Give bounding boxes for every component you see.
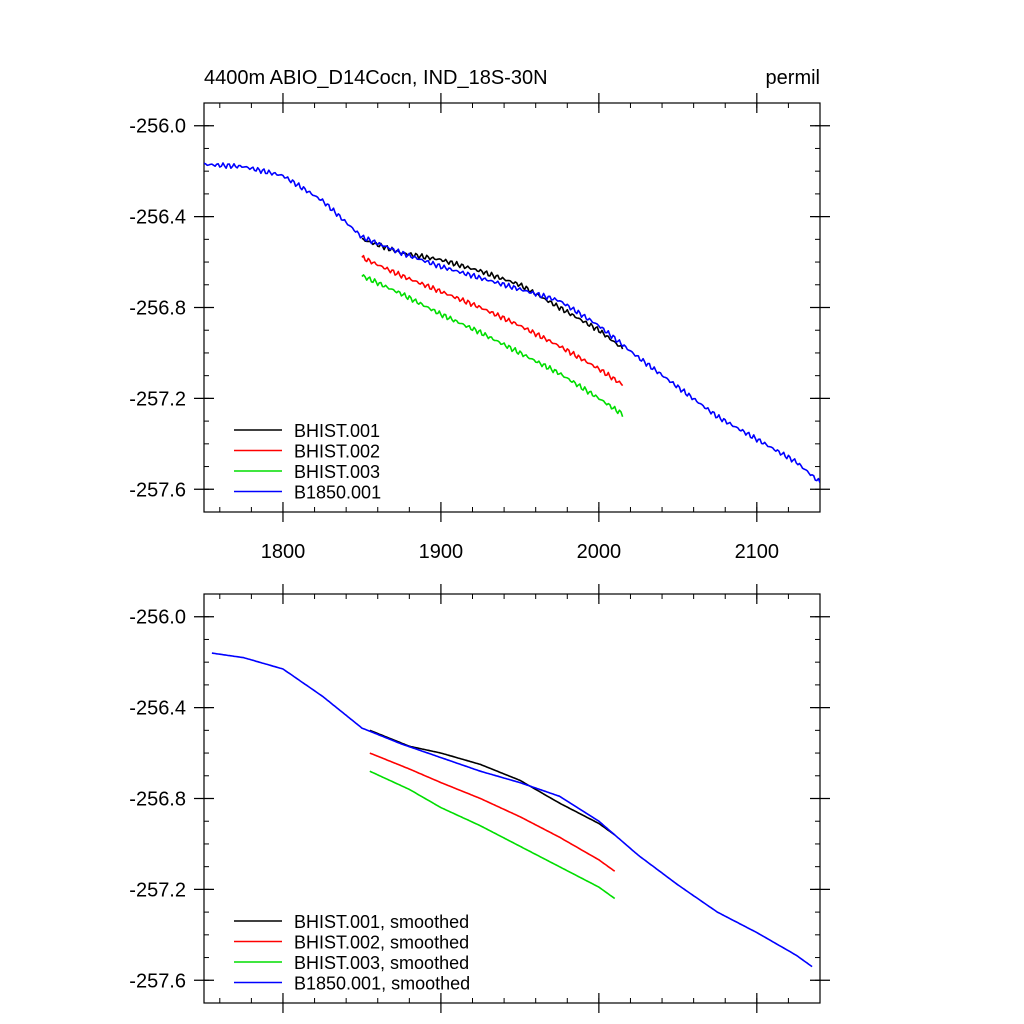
- chart-title: 4400m ABIO_D14Cocn, IND_18S-30N: [204, 67, 548, 89]
- series-line-2: [361, 254, 624, 387]
- legend-label: B1850.001: [294, 483, 381, 503]
- y-tick-label: -256.4: [129, 207, 186, 229]
- legend-label: BHIST.002, smoothed: [294, 933, 469, 953]
- y-tick-label: -256.0: [129, 607, 186, 629]
- legend-label: B1850.001, smoothed: [294, 974, 470, 994]
- series-line-4: [204, 162, 820, 483]
- chart-units: permil: [766, 67, 820, 89]
- top-plot-area: -256.0 -256.4 -256.8 -257.2 -257.6 1800 1900 20…: [129, 93, 830, 563]
- series-line-2: [369, 752, 616, 872]
- x-tick-label: 1900: [419, 541, 464, 563]
- series-lines: [204, 162, 820, 483]
- legend-label: BHIST.003: [294, 462, 380, 482]
- series-lines: [211, 652, 813, 968]
- y-tick-label: -257.2: [129, 879, 186, 901]
- y-tick-label: -256.4: [129, 698, 186, 720]
- bottom-panel: -256.0 -256.4 -256.8 -257.2 -257.6 BHIST.001,…: [129, 584, 830, 1013]
- x-tick-label: 2000: [577, 541, 622, 563]
- y-tick-label: -256.8: [129, 298, 186, 320]
- series-line-4: [211, 652, 813, 968]
- y-tick-label: -256.0: [129, 116, 186, 138]
- bottom-plot-area: -256.0 -256.4 -256.8 -257.2 -257.6 BHIST.001,…: [129, 584, 830, 1013]
- legend-label: BHIST.002: [294, 442, 380, 462]
- y-tick-label: -257.6: [129, 970, 186, 992]
- legend-label: BHIST.001: [294, 421, 380, 441]
- series-line-3: [369, 770, 616, 900]
- x-tick-label: 1800: [261, 541, 306, 563]
- top-panel: 4400m ABIO_D14Cocn, IND_18S-30N permil -…: [129, 67, 830, 563]
- x-tick-label: 2100: [735, 541, 780, 563]
- y-tick-label: -257.2: [129, 388, 186, 410]
- series-line-3: [361, 274, 624, 418]
- legend-label: BHIST.003, smoothed: [294, 953, 469, 973]
- y-tick-label: -256.8: [129, 789, 186, 811]
- legend-label: BHIST.001, smoothed: [294, 912, 469, 932]
- y-tick-label: -257.6: [129, 479, 186, 501]
